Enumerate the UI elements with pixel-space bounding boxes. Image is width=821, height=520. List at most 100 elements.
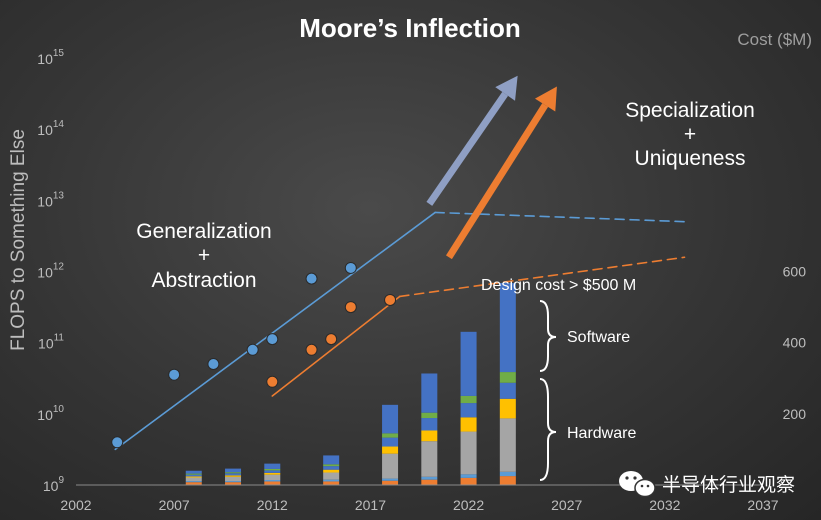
blue-dashed-projection [434, 211, 686, 223]
cost-bar-segment [185, 473, 202, 475]
software-label: Software [567, 329, 630, 346]
specialization-plus: + [684, 123, 696, 146]
cost-bar-segment [323, 466, 340, 470]
cost-bar-segment [382, 404, 399, 434]
cost-bar-segment [421, 418, 438, 431]
cost-bar-segment [225, 481, 242, 483]
specialization-label: Specialization [625, 99, 755, 122]
x-tick-label: 2007 [159, 497, 190, 513]
cost-bar-segment [421, 476, 438, 480]
cost-bar-segment [185, 482, 202, 485]
abstraction-label: Abstraction [151, 269, 256, 292]
cost-bar-segment [460, 474, 477, 478]
cost-bar-segment [264, 474, 281, 481]
hardware-brace [539, 378, 557, 481]
cost-bar-segment [382, 433, 399, 438]
orange-trend-line [271, 295, 401, 397]
wechat-logo [619, 471, 656, 498]
watermark-text: 半导体行业观察 [662, 474, 795, 496]
generalization-point [305, 272, 318, 285]
blue-arrow-head [495, 75, 518, 101]
software-brace [539, 300, 557, 372]
y-tick-label: 1014 [37, 119, 64, 138]
cost-bar-segment [185, 476, 202, 478]
cost-bar-segment [421, 373, 438, 413]
cost-bar-segment [499, 471, 516, 477]
cost-bar-segment [264, 468, 281, 471]
cost-bar-segment [264, 470, 281, 473]
orange-arrow-shaft [445, 103, 549, 260]
cost-bar-segment [499, 418, 516, 472]
cost-bar-segment [460, 395, 477, 404]
cost-bar-segment [499, 372, 516, 383]
cost-bar-segment [323, 455, 340, 465]
cost-bar-segment [460, 331, 477, 396]
cost-bar-segment [460, 431, 477, 475]
specialization-point [325, 333, 338, 346]
cost-bar-segment [421, 479, 438, 485]
y-tick-label: 1015 [37, 48, 64, 67]
cost-bar-segment [499, 398, 516, 419]
cost-bar-segment [382, 446, 399, 454]
y-tick-label: 1010 [37, 404, 64, 423]
orange-dashed-projection [399, 256, 686, 298]
secondary-tick-label: 600 [783, 263, 807, 279]
cost-bar-segment [421, 430, 438, 442]
cost-bar-segment [382, 478, 399, 481]
cost-bar-segment [264, 463, 281, 469]
x-tick-label: 2017 [355, 497, 386, 513]
cost-bar-segment [460, 417, 477, 432]
cost-bar-segment [185, 470, 202, 474]
cost-bar-segment [185, 481, 202, 483]
cost-bar-segment [499, 283, 516, 373]
cost-bar-segment [185, 474, 202, 477]
generalization-point [344, 261, 357, 274]
cost-bar-segment [264, 481, 281, 485]
x-tick-label: 2012 [257, 497, 288, 513]
blue-arrow-shaft [426, 91, 509, 206]
generalization-point [246, 343, 259, 356]
y-tick-label: 1013 [37, 190, 64, 209]
x-tick-label: 2032 [649, 497, 680, 513]
cost-bar-segment [225, 472, 242, 474]
cost-bar-segment [323, 464, 340, 467]
specialization-point [305, 343, 318, 356]
generalization-point [168, 368, 181, 381]
chart-title: Moore’s Inflection [299, 13, 521, 43]
secondary-tick-label: 400 [783, 335, 807, 351]
y-tick-label: 109 [43, 475, 65, 494]
cost-bar-segment [323, 469, 340, 473]
x-tick-label: 2037 [747, 497, 778, 513]
cost-bar-segment [382, 437, 399, 447]
uniqueness-label: Uniqueness [635, 147, 746, 170]
cost-bar-segment [225, 468, 242, 473]
cost-bar-segment [323, 472, 340, 480]
cost-bar-segment [460, 477, 477, 485]
cost-bar-segment [499, 382, 516, 399]
y-tick-label: 1012 [37, 262, 64, 281]
specialization-point [266, 375, 279, 388]
x-tick-label: 2027 [551, 497, 582, 513]
hardware-label: Hardware [567, 425, 636, 442]
generalization-point [111, 436, 124, 449]
cost-bar-segment [499, 476, 516, 485]
y-axis-title: FLOPS to Something Else [8, 129, 29, 351]
cost-bar-segment [382, 480, 399, 485]
cost-bar-segment [382, 453, 399, 479]
generalization-point [266, 333, 279, 346]
cost-bar-segment [225, 476, 242, 482]
cost-bar-segment [185, 477, 202, 482]
specialization-point [344, 301, 357, 314]
cost-bar-segment [323, 479, 340, 482]
generalization-plus: + [198, 244, 210, 267]
design-cost-label: Design cost > $500 M [481, 277, 636, 294]
generalization-label: Generalization [136, 220, 271, 243]
orange-arrow-head [535, 86, 557, 112]
y-tick-label: 1011 [38, 333, 64, 352]
specialization-point [384, 293, 397, 306]
generalization-point [207, 358, 220, 371]
cost-bar-segment [225, 475, 242, 477]
secondary-tick-label: 200 [783, 406, 807, 422]
